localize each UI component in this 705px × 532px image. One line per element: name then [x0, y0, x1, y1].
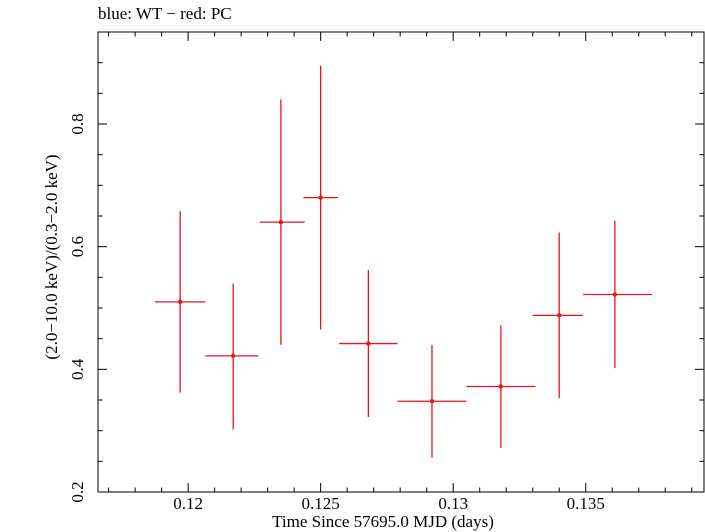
point-marker [318, 195, 323, 200]
point-marker [612, 292, 618, 297]
x-tick-label: 0.125 [302, 494, 340, 513]
data-point [303, 65, 338, 330]
data-point [583, 220, 652, 369]
plot-axes [97, 31, 705, 493]
point-marker [429, 399, 435, 404]
data-points [154, 65, 652, 458]
data-point [339, 269, 398, 418]
y-tick-label: 0.4 [68, 358, 87, 380]
data-point [205, 283, 259, 430]
point-marker [177, 299, 183, 305]
x-axis-label: Time Since 57695.0 MJD (days) [272, 512, 494, 531]
plot-frame [97, 31, 705, 493]
point-marker [557, 313, 562, 318]
point-marker [278, 219, 284, 225]
x-tick-label: 0.13 [438, 494, 468, 513]
x-tick-label: 0.12 [173, 494, 203, 513]
data-point [397, 344, 467, 458]
axis-ticks: 0.12 0.125 0.13 0.135 0.2 0.4 0.6 0.8 [68, 31, 704, 513]
data-point [259, 99, 305, 345]
point-marker [366, 341, 371, 346]
point-marker [498, 384, 504, 389]
y-axis-label: (2.0−10.0 keV)/(0.3−2.0 keV) [42, 154, 61, 359]
chart-title: blue: WT − red: PC [98, 4, 232, 23]
x-tick-label: 0.135 [567, 494, 605, 513]
y-tick-label: 0.2 [68, 481, 87, 502]
data-point [154, 211, 206, 393]
y-tick-label: 0.6 [68, 236, 87, 257]
data-point [532, 232, 584, 399]
y-tick-label: 0.8 [68, 113, 87, 134]
data-point [466, 325, 536, 448]
point-marker [230, 353, 236, 359]
